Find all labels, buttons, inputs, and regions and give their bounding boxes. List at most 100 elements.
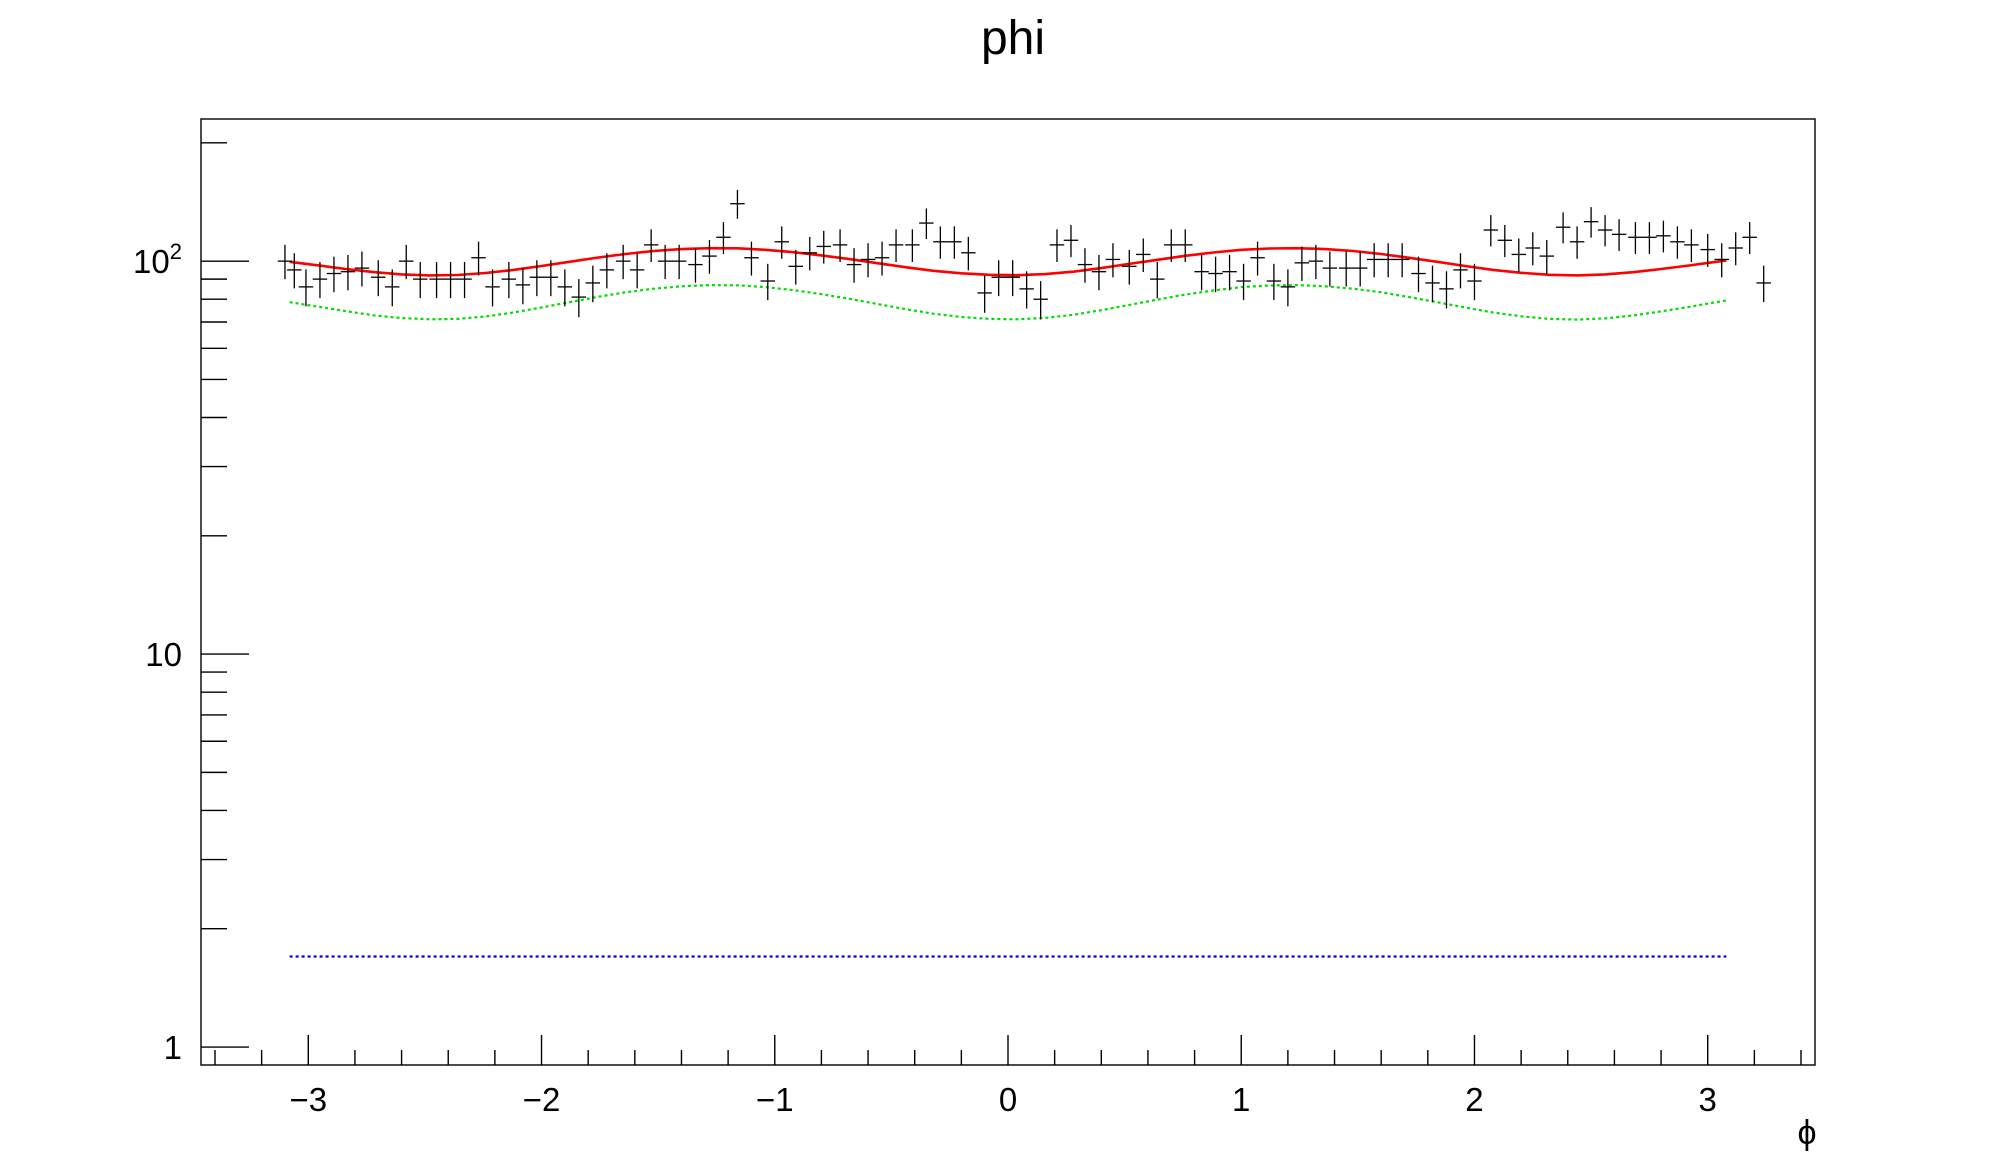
data-point [1525, 232, 1541, 266]
data-point [298, 269, 314, 307]
data-point [961, 236, 976, 271]
data-point [788, 249, 803, 285]
y-tick-label: 10 [145, 636, 182, 673]
data-point [312, 262, 328, 299]
data-point [1380, 243, 1396, 278]
data-point [671, 244, 687, 280]
series-line-1 [289, 283, 1727, 321]
data-point [599, 253, 615, 289]
x-tick-label: 0 [999, 1081, 1017, 1118]
data-point [1063, 224, 1079, 258]
data-point [501, 262, 517, 299]
data-point [905, 229, 920, 262]
data-point [340, 254, 356, 291]
data-point [1511, 238, 1527, 273]
data-point [774, 226, 789, 259]
data-point [1583, 207, 1599, 238]
data-point [1597, 215, 1613, 247]
data-point [1222, 254, 1237, 291]
data-point [977, 275, 992, 313]
data-point [1178, 229, 1193, 262]
data-point [874, 241, 890, 276]
data-point [760, 263, 775, 301]
data-point [919, 208, 934, 240]
data-points [277, 189, 1771, 320]
data-point [846, 248, 862, 283]
data-point [615, 244, 631, 280]
data-point [326, 256, 342, 293]
data-point [1077, 248, 1093, 283]
data-point [1236, 263, 1251, 301]
data-point [471, 241, 486, 276]
data-point [1453, 253, 1468, 289]
data-point [1005, 260, 1020, 297]
data-point [1539, 240, 1555, 274]
series-line-0 [289, 246, 1727, 277]
x-axis-label: ϕ [1797, 1114, 1816, 1152]
data-point [429, 262, 444, 299]
data-point [1164, 229, 1179, 262]
y-tick-label: 1 [164, 1029, 182, 1066]
data-point [1049, 229, 1065, 262]
data-point [585, 265, 601, 303]
x-tick-label: −2 [523, 1081, 561, 1118]
data-point [1033, 281, 1048, 320]
data-point [1497, 224, 1513, 258]
data-point [1742, 222, 1757, 254]
data-point [385, 269, 400, 307]
data-point [1425, 265, 1440, 303]
data-point [543, 260, 559, 297]
data-point [1728, 232, 1743, 266]
data-point [816, 230, 831, 264]
data-point [1628, 222, 1643, 254]
data-point [1194, 254, 1209, 291]
data-point [277, 244, 293, 280]
x-tick-label: 1 [1232, 1081, 1250, 1118]
data-point [1150, 262, 1165, 299]
data-point [832, 229, 848, 262]
data-point [1294, 246, 1310, 281]
data-point [1280, 269, 1296, 307]
data-point [947, 226, 962, 259]
data-point [1091, 254, 1107, 291]
data-point [1208, 256, 1223, 293]
data-point [991, 260, 1006, 297]
data-point [557, 269, 573, 307]
data-point [1439, 271, 1454, 309]
data-point [1122, 249, 1137, 285]
data-point [643, 229, 659, 262]
data-point [371, 260, 386, 297]
x-tick-label: 2 [1465, 1081, 1483, 1118]
data-point [744, 241, 759, 276]
data-point [354, 251, 370, 287]
data-point [1105, 243, 1121, 278]
data-point [888, 229, 904, 262]
data-point [1642, 222, 1657, 254]
data-point [1714, 243, 1729, 278]
data-point [485, 269, 500, 307]
data-point [1670, 226, 1685, 259]
data-point [1483, 215, 1499, 247]
data-point [1756, 265, 1771, 303]
data-point [1569, 226, 1585, 259]
x-tick-label: −1 [756, 1081, 794, 1118]
data-point [1136, 238, 1151, 273]
data-point [802, 236, 817, 271]
data-point [1322, 251, 1338, 287]
data-point [688, 248, 703, 283]
data-point [1611, 219, 1627, 251]
data-point [1250, 241, 1265, 276]
data-point [443, 262, 458, 299]
data-point [287, 253, 302, 289]
chart-title: phi [981, 12, 1045, 65]
data-point [1411, 256, 1426, 293]
data-point [1352, 251, 1368, 287]
data-point [1266, 263, 1282, 301]
data-point [1338, 251, 1354, 287]
data-point [730, 189, 745, 219]
data-point [1308, 244, 1324, 280]
data-point [457, 262, 472, 299]
x-tick-label: 3 [1699, 1081, 1717, 1118]
